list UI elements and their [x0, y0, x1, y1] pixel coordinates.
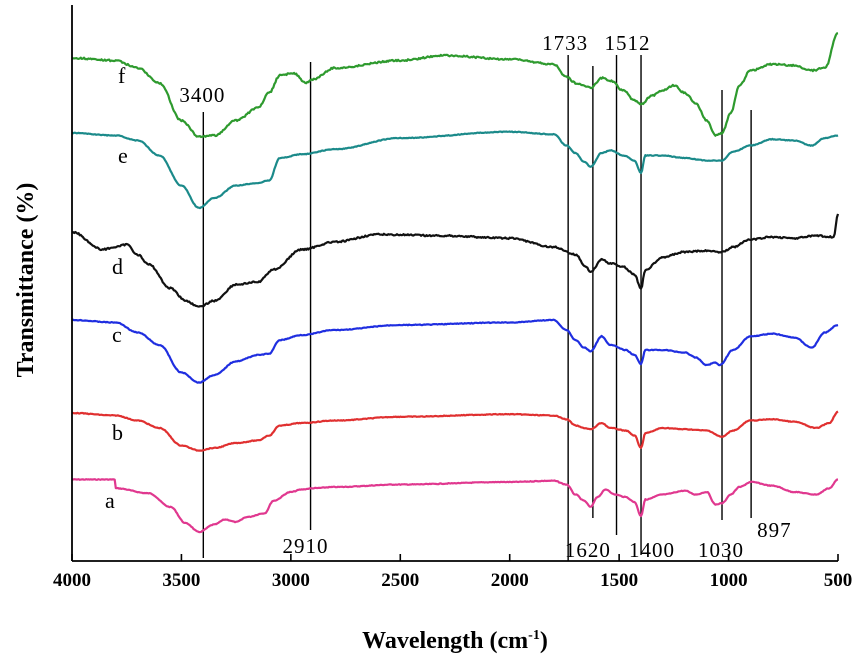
peak-label-897: 897	[757, 518, 792, 542]
peak-label-1733: 1733	[542, 31, 588, 55]
peak-label-1512: 1512	[605, 31, 651, 55]
peak-labels: 3400 2910 1733 1620 1512 1400 1030 897	[179, 31, 792, 562]
x-tick-label: 1000	[710, 570, 748, 591]
series-label-b: b	[112, 420, 123, 445]
curve-labels: a b c d e f	[105, 63, 128, 513]
series-group	[71, 32, 840, 534]
series-label-f: f	[118, 63, 126, 88]
series-line-c	[71, 318, 839, 384]
reference-lines	[202, 55, 752, 561]
x-tick-label: 3000	[272, 570, 310, 591]
x-tick-label: 500	[824, 570, 853, 591]
series-label-a: a	[105, 488, 115, 513]
series-label-c: c	[112, 322, 122, 347]
x-tick-label: 1500	[600, 570, 638, 591]
peak-label-1620: 1620	[565, 538, 611, 562]
x-tick-label: 2000	[491, 570, 529, 591]
series-line-f	[71, 32, 839, 139]
series-line-b	[71, 410, 839, 452]
y-axis-title: Transmittance (%)	[13, 183, 39, 378]
x-tick-label: 4000	[53, 570, 91, 591]
x-tick-label: 2500	[381, 570, 419, 591]
series-line-a	[72, 478, 839, 534]
x-ticks: 4000 3500 3000 2500 2000 1500 1000 500	[53, 554, 852, 591]
peak-label-3400: 3400	[179, 83, 225, 107]
peak-label-2910: 2910	[283, 534, 329, 558]
x-tick-label: 3500	[162, 570, 200, 591]
series-line-d	[71, 213, 840, 308]
series-line-e	[71, 130, 839, 210]
series-label-d: d	[112, 254, 123, 279]
axes	[71, 5, 838, 562]
x-axis-title: Wavelength (cm-1)	[362, 628, 548, 654]
peak-label-1030: 1030	[698, 538, 744, 562]
peak-label-1400: 1400	[629, 538, 675, 562]
series-label-e: e	[118, 143, 128, 168]
